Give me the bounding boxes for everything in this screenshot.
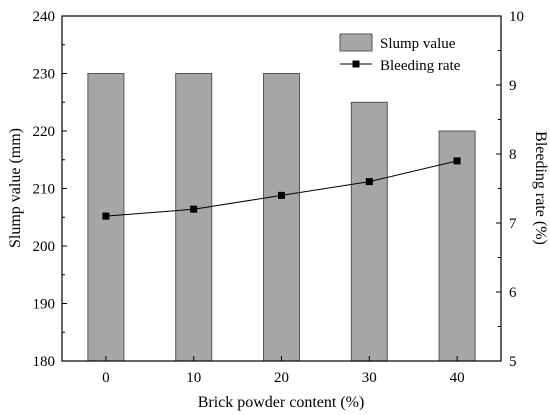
y-axis-left: 180 190 200 210 220 230 240 xyxy=(33,9,67,370)
y2-tick-label-7: 7 xyxy=(509,216,517,232)
y-tick-label-230: 230 xyxy=(33,67,56,83)
x-axis: 0 10 20 30 40 xyxy=(102,356,465,386)
y-tick-label-210: 210 xyxy=(33,182,56,198)
point-bleeding-10 xyxy=(190,205,198,213)
x-axis-title: Brick powder content (%) xyxy=(198,394,365,411)
y-axis-right: 5 6 7 8 9 10 xyxy=(496,9,524,370)
y2-tick-label-6: 6 xyxy=(509,285,517,301)
x-tick-label-0: 0 xyxy=(102,370,110,386)
y2-tick-label-10: 10 xyxy=(509,9,524,25)
y2-tick-label-5: 5 xyxy=(509,354,517,370)
y-tick-label-200: 200 xyxy=(33,239,56,255)
y-tick-label-240: 240 xyxy=(33,9,56,25)
y-tick-label-190: 190 xyxy=(33,297,56,313)
y2-tick-label-9: 9 xyxy=(509,78,517,94)
y-tick-label-180: 180 xyxy=(33,354,56,370)
y2-tick-label-8: 8 xyxy=(509,147,517,163)
point-bleeding-30 xyxy=(365,178,373,186)
point-bleeding-0 xyxy=(102,212,110,220)
y-axis-right-title: Bleeding rate (%) xyxy=(532,131,549,245)
x-tick-label-30: 30 xyxy=(362,370,377,386)
legend-swatch-slump xyxy=(339,33,373,52)
legend-marker-bleeding xyxy=(352,60,360,68)
bar-slump-40 xyxy=(438,130,476,362)
bar-slump-30 xyxy=(350,101,388,362)
line-layer xyxy=(102,157,461,220)
x-tick-label-40: 40 xyxy=(450,370,465,386)
y-axis-left-title: Slump value (mm) xyxy=(7,128,24,248)
point-bleeding-40 xyxy=(453,157,461,165)
bar-slump-10 xyxy=(175,73,213,362)
bars-layer xyxy=(87,73,476,362)
legend: Slump value Bleeding rate xyxy=(339,33,461,74)
legend-label-slump: Slump value xyxy=(380,36,456,52)
legend-label-bleeding: Bleeding rate xyxy=(380,58,461,74)
bar-slump-20 xyxy=(263,73,300,362)
x-tick-label-20: 20 xyxy=(274,370,289,386)
x-tick-label-10: 10 xyxy=(186,370,201,386)
point-bleeding-20 xyxy=(278,191,285,199)
y-tick-label-220: 220 xyxy=(33,124,56,140)
